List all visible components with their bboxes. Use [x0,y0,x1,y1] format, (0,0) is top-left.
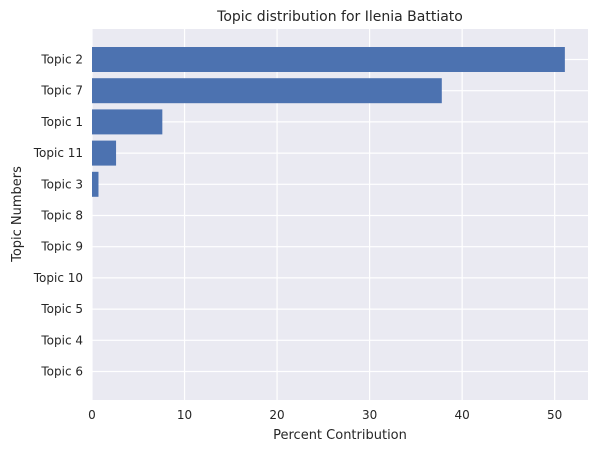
x-tick-label: 30 [362,408,377,422]
y-axis-label: Topic Numbers [10,166,25,263]
x-axis-label: Percent Contribution [273,428,407,443]
y-tick-label: Topic 1 [40,115,83,129]
x-tick-label: 20 [269,408,284,422]
bar-topic-7 [92,78,442,104]
y-tick-label: Topic 4 [40,333,83,347]
chart-title: Topic distribution for Ilenia Battiato [216,9,463,25]
x-tick-label: 10 [177,408,192,422]
y-tick-label: Topic 7 [40,84,83,98]
y-tick-label: Topic 9 [40,240,83,254]
bar-topic-3 [92,171,99,197]
bar-topic-1 [92,109,163,135]
bar-topic-11 [92,140,117,166]
bars [92,47,565,197]
y-tick-labels: Topic 2 Topic 7 Topic 1 Topic 11 Topic 3 Topi… [33,53,83,379]
y-tick-label: Topic 2 [40,53,83,67]
y-tick-label: Topic 8 [40,209,83,223]
y-tick-label: Topic 5 [40,302,83,316]
y-tick-label: Topic 6 [40,365,83,379]
bar-topic-2 [92,47,565,72]
y-tick-label: Topic 11 [33,146,83,160]
x-tick-label: 0 [88,408,96,422]
y-tick-label: Topic 3 [40,177,83,191]
x-tick-labels: 0 10 20 30 40 50 [88,408,562,422]
y-tick-label: Topic 10 [33,271,83,285]
x-tick-label: 50 [547,408,562,422]
x-tick-label: 40 [455,408,470,422]
